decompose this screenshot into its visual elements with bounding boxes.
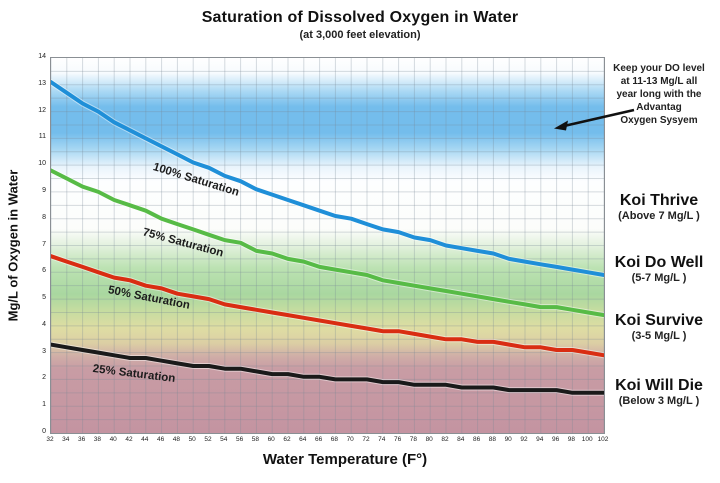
plot-area: 100% Saturation 75% Saturation 50% Satur…	[50, 57, 605, 434]
x-tick-label: 46	[156, 436, 165, 443]
zone-title: Koi Survive	[614, 312, 704, 329]
saturation-curve-50pct	[51, 254, 604, 358]
do-note-line: Keep your DO level	[613, 63, 705, 74]
y-tick-label: 2	[42, 374, 46, 382]
x-tick-label: 84	[457, 436, 465, 443]
x-tick-label: 68	[330, 436, 338, 443]
x-tick-label: 92	[520, 436, 528, 443]
x-tick-label: 36	[77, 436, 86, 443]
annotation-arrow-icon	[554, 108, 635, 131]
y-tick-label: 4	[42, 320, 46, 328]
y-tick-label: 8	[42, 213, 46, 221]
page-subtitle: (at 3,000 feet elevation)	[299, 29, 421, 41]
x-tick-label: 90	[504, 436, 512, 443]
x-tick-label: 58	[251, 436, 259, 443]
y-tick-label: 7	[42, 240, 46, 248]
do-note-line: Oxygen Sysyem	[620, 115, 698, 126]
y-tick-label: 11	[38, 133, 46, 141]
chart-canvas	[51, 58, 604, 433]
x-tick-label: 72	[362, 436, 370, 443]
x-tick-label: 100	[581, 436, 593, 443]
x-tick-label: 62	[283, 436, 291, 443]
x-tick-label: 98	[567, 436, 575, 443]
y-tick-label: 14	[38, 53, 46, 60]
x-tick-label: 56	[235, 436, 244, 443]
x-tick-label: 82	[441, 436, 449, 443]
y-tick-label: 6	[42, 267, 46, 275]
do-note-line: at 11-13 Mg/L all	[620, 76, 698, 87]
x-axis-title: Water Temperature (F°)	[262, 451, 428, 468]
y-tick-label: 3	[42, 347, 46, 355]
y-tick-label: 5	[42, 294, 46, 302]
x-tick-label: 44	[141, 436, 149, 443]
x-tick-label: 66	[314, 436, 323, 443]
y-tick-label: 0	[42, 428, 46, 435]
saturation-curve-75pct	[51, 168, 604, 318]
x-tick-label: 54	[220, 436, 228, 443]
zone-subtitle: (5-7 Mg/L )	[631, 272, 687, 284]
y-tick-label: 10	[38, 160, 46, 168]
x-tick-label: 52	[204, 436, 212, 443]
x-tick-label: 38	[93, 436, 101, 443]
y-tick-label: 9	[42, 186, 46, 194]
x-tick-label: 76	[393, 436, 402, 443]
x-tick-label: 42	[125, 436, 133, 443]
x-tick-label: 40	[109, 436, 117, 443]
x-tick-label: 102	[597, 436, 609, 443]
x-tick-label: 70	[346, 436, 354, 443]
x-tick-label: 78	[409, 436, 417, 443]
zone-subtitle: (Below 3 Mg/L )	[618, 395, 700, 407]
zone-koi-thrive: Koi Thrive (Above 7 Mg/L )	[599, 192, 719, 223]
page-title: Saturation of Dissolved Oxygen in Water	[201, 9, 519, 26]
zone-koi-do-well: Koi Do Well (5-7 Mg/L )	[599, 254, 719, 285]
do-note-line: Advantag	[636, 102, 682, 113]
y-tick-label: 12	[38, 106, 46, 114]
zone-title: Koi Thrive	[619, 192, 699, 209]
x-tick-label: 96	[551, 436, 560, 443]
x-tick-label: 88	[488, 436, 496, 443]
x-tick-label: 74	[378, 436, 386, 443]
x-tick-label: 64	[299, 436, 307, 443]
zone-title: Koi Do Well	[614, 254, 704, 271]
saturation-curve-25pct	[51, 342, 604, 395]
zone-subtitle: (3-5 Mg/L )	[631, 330, 687, 342]
zone-koi-will-die: Koi Will Die (Below 3 Mg/L )	[599, 377, 719, 408]
x-tick-label: 34	[62, 436, 70, 443]
saturation-curve-100pct	[51, 80, 604, 277]
zone-koi-survive: Koi Survive (3-5 Mg/L )	[599, 312, 719, 343]
x-tick-label: 86	[472, 436, 481, 443]
do-level-annotation: Keep your DO level at 11-13 Mg/L all yea…	[600, 62, 718, 127]
zone-subtitle: (Above 7 Mg/L )	[618, 210, 700, 222]
do-note-line: year long with the	[616, 89, 702, 100]
y-tick-label: 1	[42, 401, 46, 409]
zone-title: Koi Will Die	[615, 377, 703, 394]
x-tick-label: 60	[267, 436, 275, 443]
x-tick-label: 48	[172, 436, 180, 443]
x-tick-label: 32	[46, 436, 54, 443]
y-axis-title: Mg/L of Oxygen in Water	[5, 169, 21, 322]
x-tick-label: 80	[425, 436, 433, 443]
x-tick-label: 50	[188, 436, 196, 443]
y-tick-label: 13	[38, 79, 46, 87]
x-tick-label: 94	[536, 436, 544, 443]
